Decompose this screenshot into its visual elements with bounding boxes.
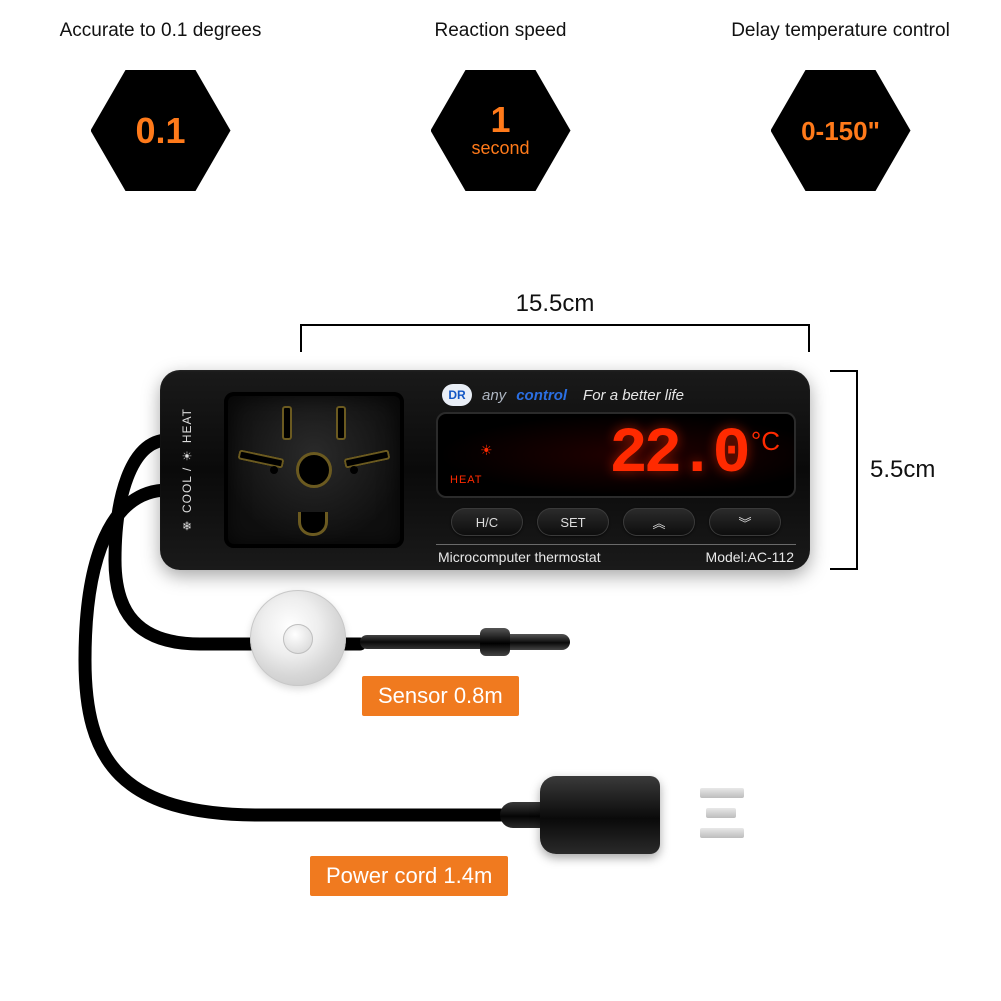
outlet-center xyxy=(296,452,332,488)
hc-button[interactable]: H/C xyxy=(451,508,523,536)
sun-icon: ☀ xyxy=(480,442,493,459)
footer-left: Microcomputer thermostat xyxy=(438,549,601,565)
brand-any: any xyxy=(482,387,506,404)
button-row: H/C SET ︽ ︾ xyxy=(436,508,796,536)
thermostat-device: ❄ COOL / ☀ HEAT DR any control For a bet… xyxy=(160,370,810,570)
outlet-dot xyxy=(350,466,358,474)
up-button[interactable]: ︽ xyxy=(623,508,695,536)
device-footer: Microcomputer thermostat Model:AC-112 xyxy=(436,549,796,565)
outlet-slot xyxy=(237,449,284,468)
power-tag: Power cord 1.4m xyxy=(310,856,508,896)
power-outlet xyxy=(224,392,404,548)
set-button[interactable]: SET xyxy=(537,508,609,536)
down-button[interactable]: ︾ xyxy=(709,508,781,536)
lcd-display: HEAT ☀ 22.0 °C xyxy=(436,412,796,498)
brand-tagline: For a better life xyxy=(583,387,684,404)
sensor-tag: Sensor 0.8m xyxy=(362,676,519,716)
footer-right: Model:AC-112 xyxy=(706,549,794,565)
outlet-slot xyxy=(336,406,346,440)
brand-logo-icon: DR xyxy=(442,384,472,406)
device-panel: DR any control For a better life HEAT ☀ … xyxy=(436,382,796,558)
lcd-unit: °C xyxy=(751,426,780,457)
outlet-ground xyxy=(298,512,328,536)
power-plug-icon xyxy=(500,760,710,870)
cool-heat-label: ❄ COOL / ☀ HEAT xyxy=(180,408,194,532)
lcd-temperature: 22.0 xyxy=(609,423,747,487)
brand-control: control xyxy=(516,387,567,404)
outlet-slot xyxy=(282,406,292,440)
lcd-heat-label: HEAT xyxy=(450,474,483,486)
outlet-slot xyxy=(343,449,390,468)
brand-row: DR any control For a better life xyxy=(442,384,796,406)
cool-heat-strip: ❄ COOL / ☀ HEAT xyxy=(174,388,200,552)
divider xyxy=(436,544,796,545)
outlet-dot xyxy=(270,466,278,474)
suction-cup-icon xyxy=(250,590,346,686)
sensor-probe-icon xyxy=(360,620,580,664)
